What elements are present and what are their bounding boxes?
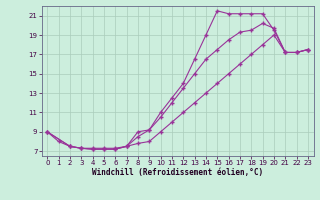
- X-axis label: Windchill (Refroidissement éolien,°C): Windchill (Refroidissement éolien,°C): [92, 168, 263, 177]
